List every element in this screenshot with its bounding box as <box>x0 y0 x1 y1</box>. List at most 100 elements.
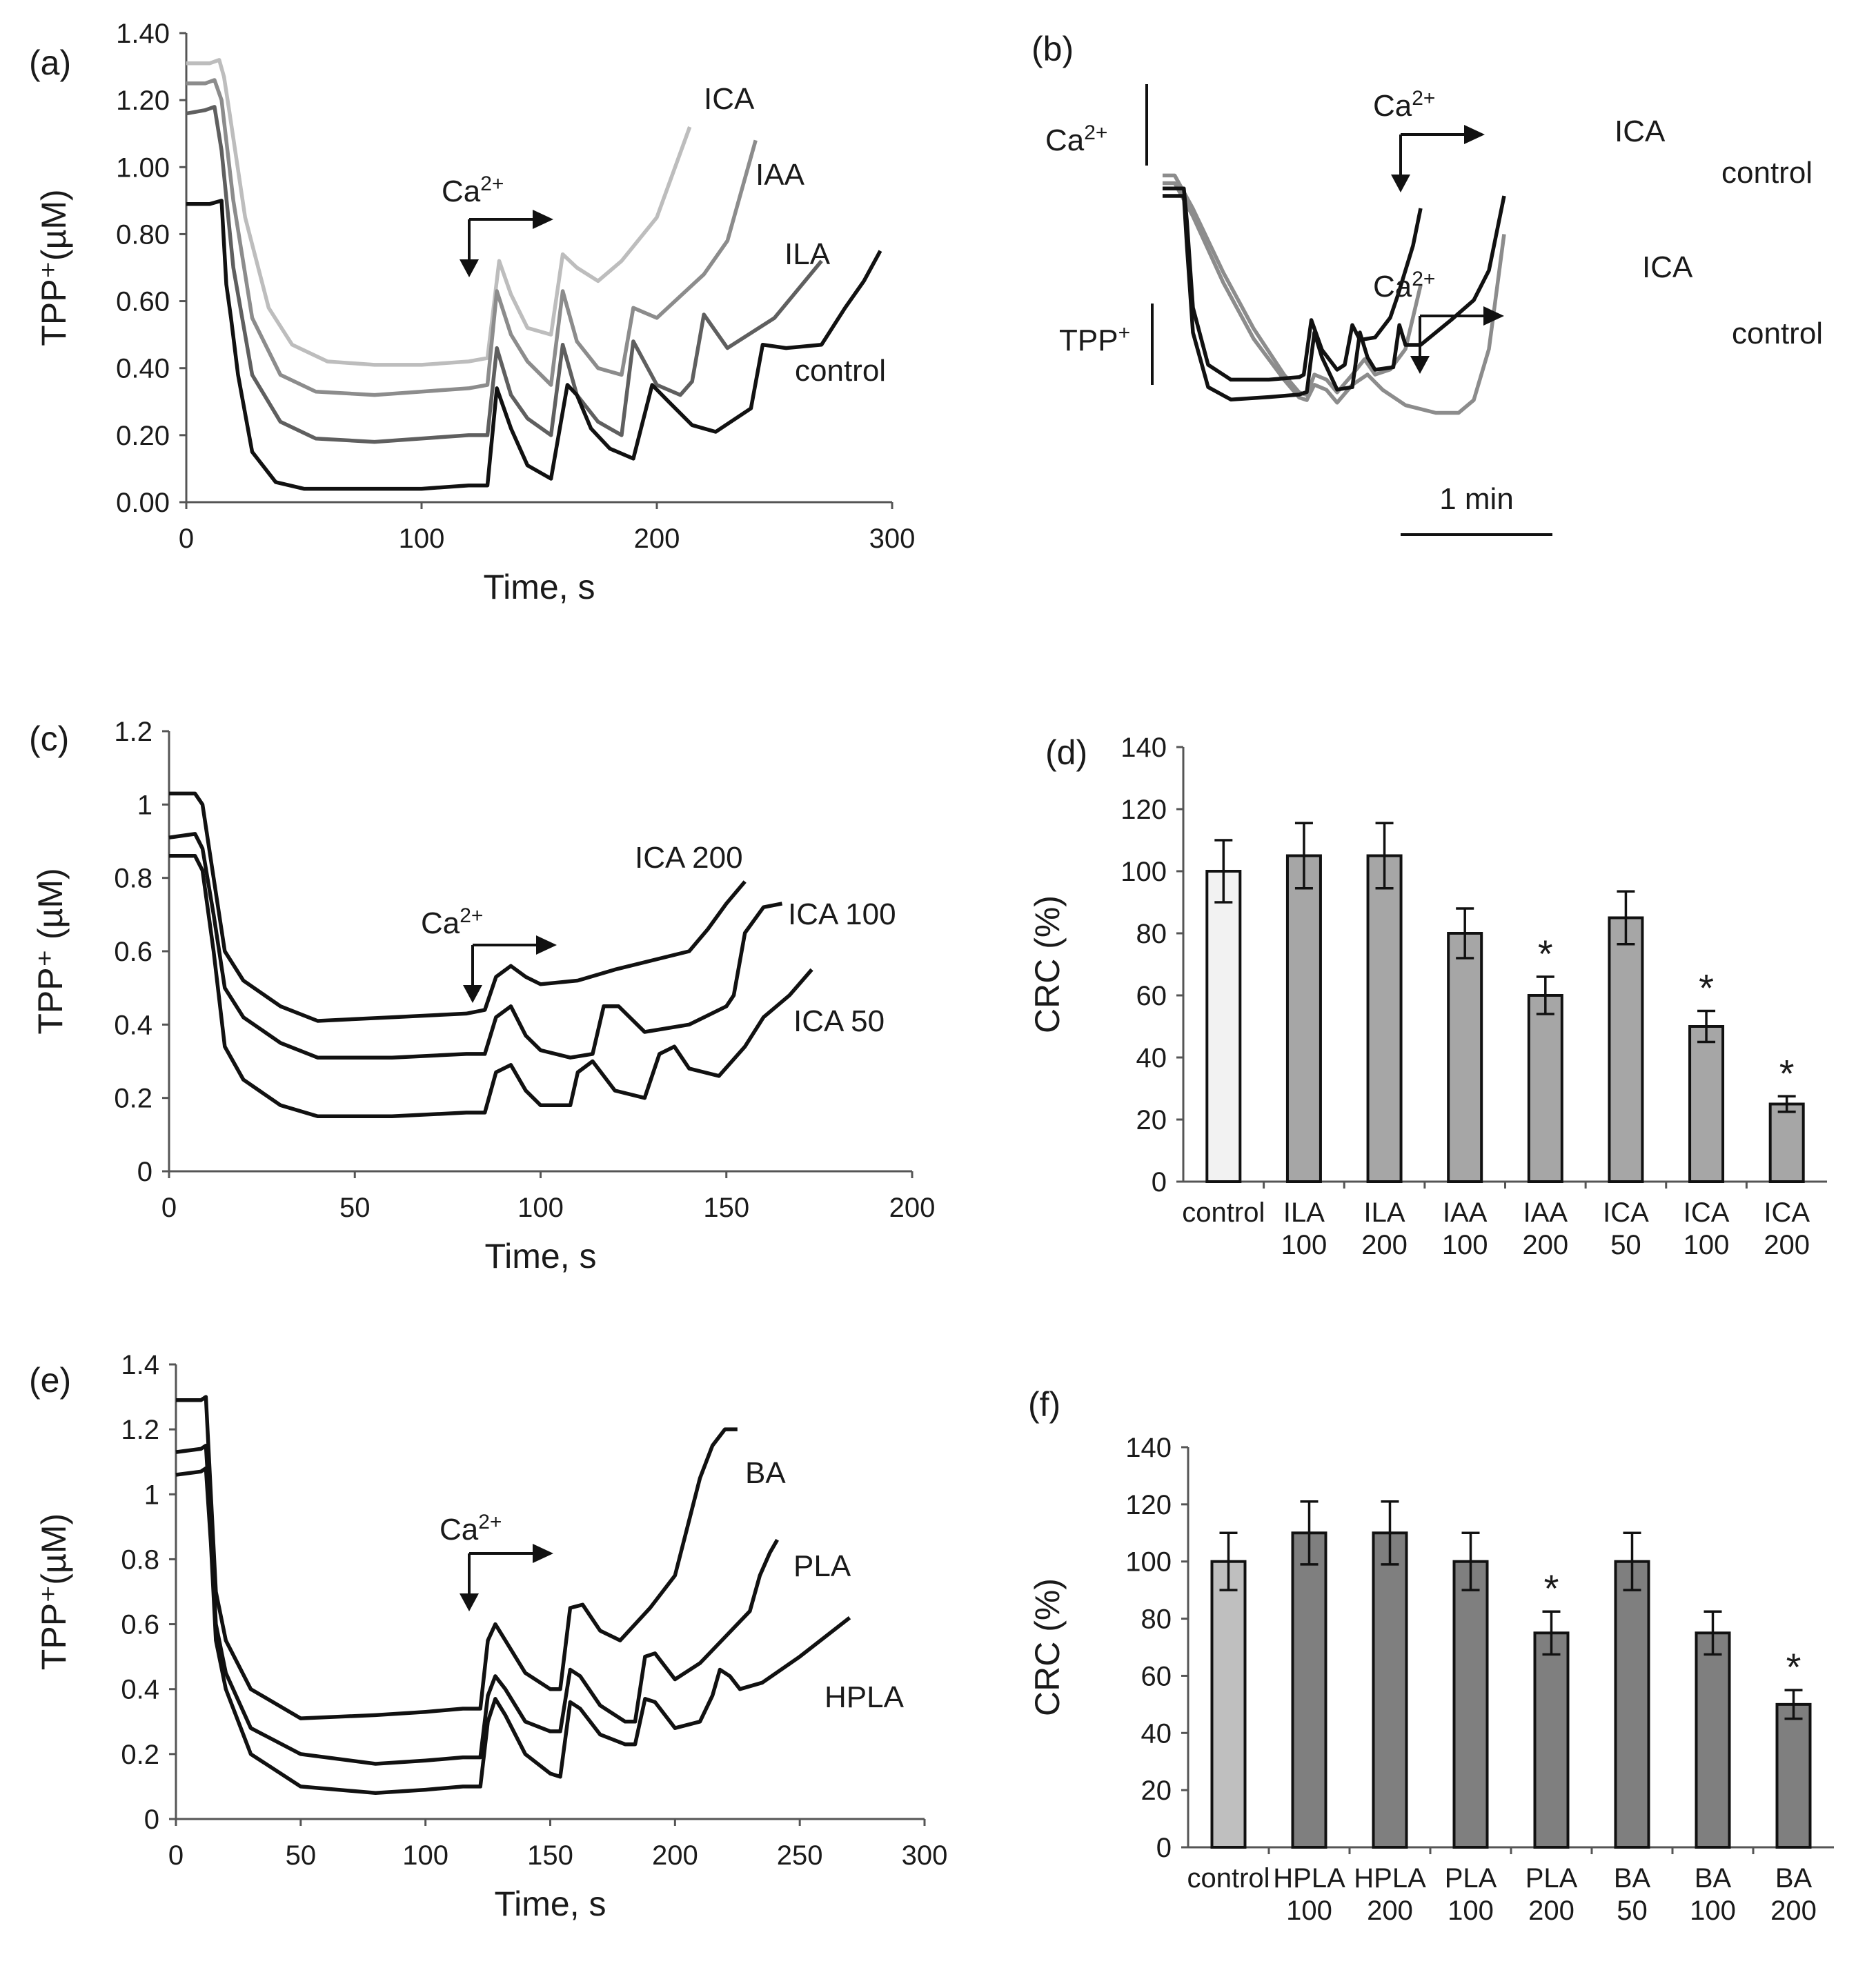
bar <box>1775 1702 1812 1849</box>
y-tick-label: 40 <box>1136 1043 1167 1073</box>
x-category-label: 50 <box>1617 1896 1648 1926</box>
x-category-label: 100 <box>1281 1230 1327 1260</box>
trace-label-ica-upper: ICA <box>1615 115 1666 148</box>
x-category-label: ICA <box>1684 1197 1730 1228</box>
series-line-ica-100 <box>168 832 783 1060</box>
x-category-label: IAA <box>1523 1197 1568 1228</box>
significance-star: * <box>1538 932 1553 975</box>
trace-tpp-control <box>1163 194 1506 401</box>
time-scale-label: 1 min <box>1439 482 1514 516</box>
panel-label-c: (c) <box>29 719 69 758</box>
panel-label-d: (d) <box>1045 733 1087 772</box>
x-category-label: 100 <box>1690 1896 1736 1926</box>
x-tick-label: 200 <box>634 524 680 554</box>
x-tick-label: 150 <box>703 1193 749 1223</box>
x-category-label: HPLA <box>1273 1863 1345 1894</box>
ca2-annotation-label: Ca2+ <box>440 1511 502 1547</box>
x-tick-label: 100 <box>402 1840 448 1871</box>
series-label-ica-100: ICA 100 <box>788 897 896 931</box>
y-tick-label: 0.8 <box>114 864 152 894</box>
series-line-ica <box>186 58 692 367</box>
x-tick-label: 0 <box>161 1193 177 1223</box>
y-axis-title: CRC (%) <box>1028 895 1067 1033</box>
y-tick-label: 0.4 <box>121 1675 159 1705</box>
x-category-label: 200 <box>1367 1896 1413 1926</box>
y-tick-label: 0.8 <box>121 1544 159 1575</box>
y-tick-label: 0 <box>1156 1833 1172 1863</box>
bar <box>1285 854 1322 1183</box>
y-axis-title: CRC (%) <box>1028 1578 1067 1716</box>
x-tick-label: 50 <box>286 1840 317 1871</box>
panel-a: (a) 0.00 0.20 0.40 0.60 0.80 1.00 1.20 1.40 0 100 2… <box>29 19 915 606</box>
x-tick-label: 0 <box>179 524 194 554</box>
ca2-scale-label: Ca2+ <box>1045 121 1107 157</box>
x-category-label: control <box>1187 1863 1270 1894</box>
x-tick-label: 300 <box>869 524 916 554</box>
y-tick-label: 0.40 <box>116 354 170 384</box>
x-category-label: 100 <box>1684 1230 1730 1260</box>
x-category-label: BA <box>1614 1863 1651 1894</box>
series-label-ica-200: ICA 200 <box>635 841 743 875</box>
x-tick-label: 100 <box>517 1193 564 1223</box>
significance-star: * <box>1699 966 1714 1010</box>
y-tick-label: 80 <box>1141 1604 1172 1635</box>
y-tick-label: 0.60 <box>116 287 170 317</box>
ca2-arrow-upper-right-arrowhead <box>1464 125 1485 144</box>
y-axis-title: TPP⁺ (µM) <box>31 868 70 1034</box>
y-tick-label: 120 <box>1125 1490 1172 1520</box>
x-category-label: 200 <box>1522 1230 1568 1260</box>
series-line-ila <box>186 105 823 444</box>
series-line-ica-200 <box>169 791 747 1023</box>
tpp-scale-label: TPP+ <box>1059 321 1130 357</box>
ca2-arrow-right-arrowhead <box>533 210 553 229</box>
x-tick-label: 250 <box>777 1840 823 1871</box>
y-tick-label: 0 <box>137 1157 152 1187</box>
ca2-annotation-label: Ca2+ <box>421 904 483 940</box>
x-tick-label: 150 <box>527 1840 573 1871</box>
series-label-ica-50: ICA 50 <box>793 1004 885 1038</box>
series-line-ica-50 <box>169 854 813 1119</box>
x-category-label: ILA <box>1283 1197 1325 1228</box>
ca2-arrow-lower-down-arrowhead <box>1410 356 1430 374</box>
panel-b: (b) Ca2+ TPP+ ICA control ICA control Ca2+ Ca2+ 1… <box>1031 30 1823 536</box>
x-category-label: 200 <box>1764 1230 1810 1260</box>
x-category-label: PLA <box>1526 1863 1578 1894</box>
panel-label-a: (a) <box>29 43 71 82</box>
y-tick-label: 0 <box>1152 1167 1167 1197</box>
y-tick-label: 0.20 <box>116 421 170 451</box>
bar <box>1205 870 1242 1183</box>
y-tick-label: 80 <box>1136 919 1167 949</box>
y-tick-label: 1.2 <box>114 717 152 747</box>
x-tick-label: 200 <box>652 1840 698 1871</box>
bar <box>1695 1631 1731 1849</box>
ca2-arrow-down-arrowhead <box>460 1593 479 1611</box>
y-tick-label: 40 <box>1141 1718 1172 1749</box>
ca2-annotation-label: Ca2+ <box>442 172 504 208</box>
series-line-ba <box>176 1395 738 1720</box>
bar <box>1210 1560 1247 1849</box>
trace-label-control-upper: control <box>1721 156 1813 190</box>
series-label-ba: BA <box>745 1456 786 1490</box>
x-tick-label: 0 <box>168 1840 184 1871</box>
bar <box>1614 1560 1650 1849</box>
ca2-annotation-upper: Ca2+ <box>1373 87 1435 123</box>
x-category-label: IAA <box>1443 1197 1488 1228</box>
series-label-ica: ICA <box>704 82 755 116</box>
series-line-hpla <box>175 1466 851 1796</box>
y-tick-label: 1.4 <box>121 1350 159 1380</box>
x-category-label: BA <box>1695 1863 1732 1894</box>
panel-label-e: (e) <box>29 1361 71 1400</box>
series-label-hpla: HPLA <box>825 1680 905 1714</box>
x-tick-label: 50 <box>339 1193 371 1223</box>
series-line-iaa <box>186 78 758 397</box>
series-label-iaa: IAA <box>756 158 805 192</box>
y-axis-title: TPP⁺(µM) <box>34 1513 73 1670</box>
ca2-arrow-right-arrowhead <box>533 1544 553 1563</box>
bar <box>1372 1531 1408 1849</box>
y-tick-label: 0.2 <box>121 1740 159 1770</box>
y-tick-label: 1.20 <box>116 86 170 116</box>
series-label-pla: PLA <box>793 1549 851 1583</box>
significance-star: * <box>1779 1051 1795 1095</box>
